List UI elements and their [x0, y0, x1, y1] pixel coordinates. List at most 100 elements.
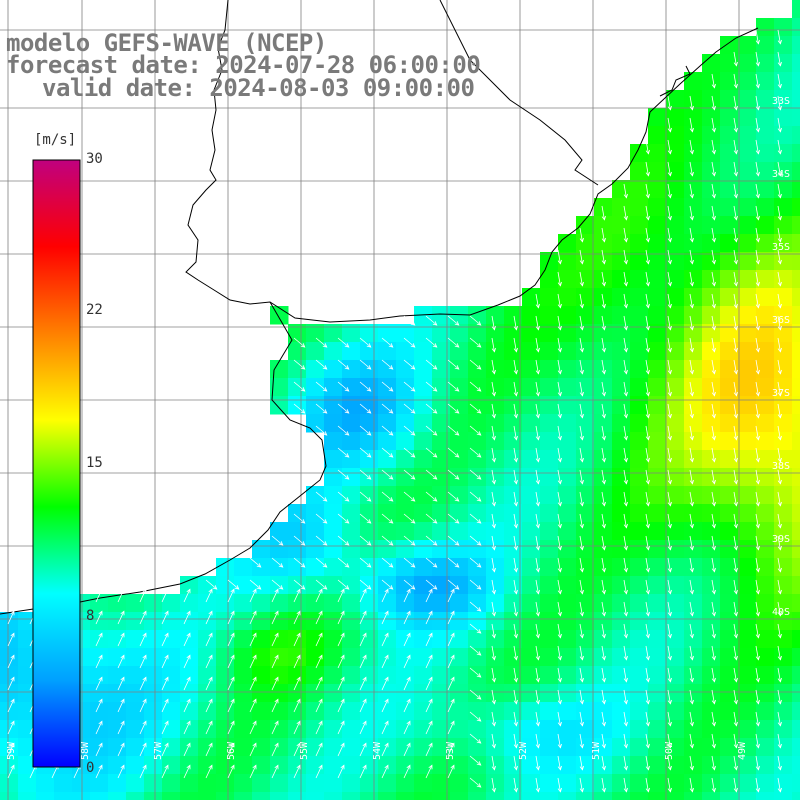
wind-arrow: [513, 711, 518, 727]
wind-arrow: [359, 632, 367, 647]
wind-cell: [684, 702, 703, 721]
wind-cell: [414, 594, 433, 613]
wind-cell: [504, 792, 523, 800]
wind-arrow: [425, 381, 438, 392]
wind-arrow: [513, 425, 518, 441]
wind-cell: [630, 342, 649, 361]
wind-cell: [540, 666, 559, 685]
wind-arrow: [425, 654, 433, 669]
wind-cell: [342, 504, 361, 523]
wind-arrow: [469, 447, 482, 458]
wind-cell: [720, 540, 739, 559]
wind-cell: [684, 288, 703, 307]
wind-cell: [306, 558, 325, 577]
wind-cell: [774, 342, 793, 361]
wind-cell: [756, 18, 775, 37]
wind-arrow: [689, 425, 694, 441]
wind-cell: [756, 288, 775, 307]
wind-cell: [450, 792, 469, 800]
wind-arrow: [447, 381, 460, 392]
wind-cell: [576, 432, 595, 451]
wind-arrow: [579, 227, 584, 243]
wind-arrow: [403, 579, 416, 590]
wind-cell: [450, 576, 469, 595]
wind-cell: [414, 522, 433, 541]
wind-arrow: [711, 601, 716, 617]
wind-arrow: [689, 139, 694, 155]
wind-cell: [702, 126, 721, 145]
wind-cell: [756, 486, 775, 505]
wind-arrow: [623, 733, 628, 749]
wind-cell: [162, 756, 181, 775]
wind-cell: [198, 684, 217, 703]
wind-cell: [450, 774, 469, 793]
wind-arrow: [623, 491, 628, 507]
wind-cell: [468, 342, 487, 361]
wind-cell: [450, 684, 469, 703]
wind-cell: [774, 486, 793, 505]
wind-cell: [468, 378, 487, 397]
wind-arrow: [271, 557, 284, 568]
wind-cell: [270, 522, 289, 541]
wind-cell: [468, 414, 487, 433]
wind-cell: [738, 450, 757, 469]
wind-cell: [198, 702, 217, 721]
wind-cell: [90, 702, 109, 721]
wind-cell: [594, 396, 613, 415]
wind-cell: [684, 522, 703, 541]
wind-cell: [720, 108, 739, 127]
wind-cell: [90, 792, 109, 800]
wind-arrow: [7, 764, 15, 779]
wind-arrow: [447, 403, 460, 414]
wind-cell: [630, 306, 649, 325]
wind-cell: [396, 630, 415, 649]
wind-cell: [666, 90, 685, 109]
wind-arrow: [557, 689, 562, 705]
wind-arrow: [667, 711, 672, 727]
wind-cell: [594, 702, 613, 721]
wind-arrow: [733, 557, 738, 573]
wind-arrow: [249, 588, 257, 603]
wind-arrow: [667, 755, 672, 771]
wind-arrow: [777, 557, 782, 573]
wind-arrow: [315, 764, 323, 779]
wind-cell: [396, 684, 415, 703]
wind-arrow: [249, 676, 257, 691]
wind-cell: [558, 288, 577, 307]
wind-cell: [288, 774, 307, 793]
wind-cell: [486, 576, 505, 595]
wind-cell: [738, 702, 757, 721]
wind-cell: [648, 252, 667, 271]
wind-arrow: [733, 95, 738, 111]
wind-cell: [702, 270, 721, 289]
wind-arrow: [579, 293, 584, 309]
longitude-label: 52W: [518, 741, 529, 760]
wind-arrow: [689, 205, 694, 221]
wind-arrow: [403, 632, 411, 647]
wind-arrow: [711, 381, 716, 397]
wind-arrow: [535, 667, 540, 683]
wind-arrow: [447, 698, 455, 713]
wind-arrow: [733, 359, 738, 375]
wind-cell: [108, 738, 127, 757]
wind-cell: [738, 720, 757, 739]
wind-cell: [540, 252, 559, 271]
wind-cell: [522, 522, 541, 541]
wind-cell: [396, 378, 415, 397]
wind-cell: [648, 342, 667, 361]
wind-cell: [324, 522, 343, 541]
wind-cell: [756, 702, 775, 721]
wind-arrow: [733, 777, 738, 793]
wind-cell: [684, 342, 703, 361]
wind-cell: [630, 468, 649, 487]
wind-arrow: [623, 667, 628, 683]
wind-cell: [360, 612, 379, 631]
wind-arrow: [7, 742, 15, 757]
wind-cell: [774, 648, 793, 667]
wind-cell: [612, 774, 631, 793]
wind-cell: [288, 738, 307, 757]
wind-cell: [702, 648, 721, 667]
wind-cell: [234, 612, 253, 631]
wind-cell: [468, 738, 487, 757]
wind-arrow: [667, 183, 672, 199]
